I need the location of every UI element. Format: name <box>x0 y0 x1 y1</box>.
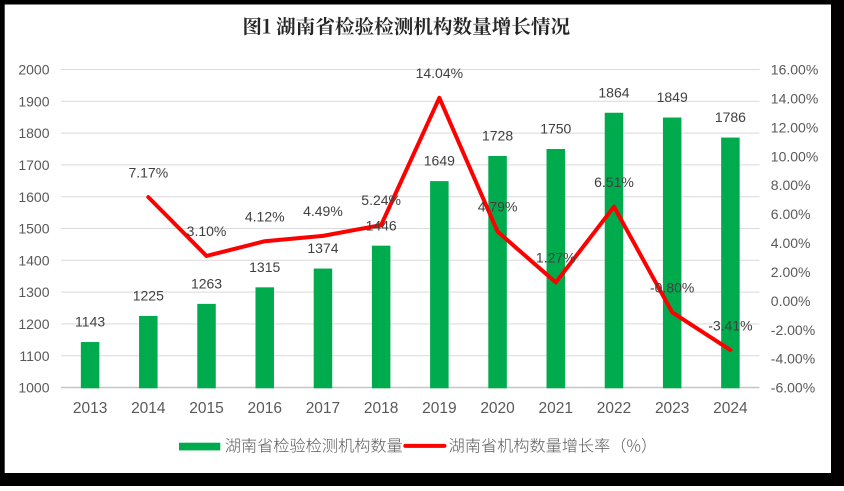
svg-text:1374: 1374 <box>307 240 338 256</box>
svg-text:1900: 1900 <box>18 93 49 109</box>
svg-text:1649: 1649 <box>424 153 455 169</box>
svg-text:2017: 2017 <box>306 400 340 417</box>
svg-text:4.00%: 4.00% <box>771 235 811 251</box>
svg-text:1446: 1446 <box>366 217 397 233</box>
svg-text:2016: 2016 <box>247 400 281 417</box>
svg-text:2023: 2023 <box>655 400 689 417</box>
svg-text:-2.00%: -2.00% <box>771 322 815 338</box>
svg-text:1500: 1500 <box>18 221 49 237</box>
svg-text:2018: 2018 <box>364 400 398 417</box>
svg-text:2024: 2024 <box>713 400 748 417</box>
svg-text:2022: 2022 <box>597 400 631 417</box>
svg-text:-4.00%: -4.00% <box>771 351 815 367</box>
svg-text:1400: 1400 <box>18 252 49 268</box>
svg-text:1786: 1786 <box>715 109 746 125</box>
svg-text:1.27%: 1.27% <box>536 250 576 266</box>
svg-text:6.51%: 6.51% <box>594 174 634 190</box>
svg-text:0.00%: 0.00% <box>771 293 811 309</box>
svg-text:-0.80%: -0.80% <box>650 280 694 296</box>
svg-text:4.12%: 4.12% <box>245 208 285 224</box>
svg-text:2020: 2020 <box>480 400 515 417</box>
svg-text:1750: 1750 <box>540 121 571 137</box>
svg-text:2015: 2015 <box>189 400 223 417</box>
svg-text:14.00%: 14.00% <box>771 91 818 107</box>
svg-text:1700: 1700 <box>18 157 49 173</box>
svg-text:1100: 1100 <box>19 348 49 364</box>
svg-text:4.79%: 4.79% <box>478 199 518 215</box>
svg-text:2014: 2014 <box>131 400 166 417</box>
svg-text:1300: 1300 <box>18 284 49 300</box>
svg-text:-6.00%: -6.00% <box>771 380 815 396</box>
svg-text:8.00%: 8.00% <box>771 177 811 193</box>
svg-text:3.10%: 3.10% <box>187 223 227 239</box>
svg-text:1225: 1225 <box>133 288 164 304</box>
svg-text:1600: 1600 <box>18 189 49 205</box>
svg-text:16.00%: 16.00% <box>771 62 818 78</box>
svg-text:12.00%: 12.00% <box>771 119 818 135</box>
svg-text:1849: 1849 <box>657 89 688 105</box>
svg-text:1728: 1728 <box>482 128 513 144</box>
svg-text:2013: 2013 <box>73 400 107 417</box>
svg-text:2021: 2021 <box>539 400 573 417</box>
svg-text:2019: 2019 <box>422 400 456 417</box>
svg-text:5.24%: 5.24% <box>361 192 401 208</box>
svg-text:1263: 1263 <box>191 275 222 291</box>
svg-text:2.00%: 2.00% <box>771 264 811 280</box>
svg-text:4.49%: 4.49% <box>303 203 343 219</box>
svg-text:1800: 1800 <box>18 125 49 141</box>
svg-text:1200: 1200 <box>18 316 49 332</box>
svg-text:6.00%: 6.00% <box>771 206 811 222</box>
svg-text:-3.41%: -3.41% <box>708 317 752 333</box>
svg-text:1864: 1864 <box>598 84 629 100</box>
svg-text:1143: 1143 <box>75 314 105 330</box>
svg-text:7.17%: 7.17% <box>128 164 168 180</box>
svg-text:1315: 1315 <box>249 259 280 275</box>
svg-text:2000: 2000 <box>18 62 49 78</box>
svg-text:14.04%: 14.04% <box>416 65 463 81</box>
svg-text:1000: 1000 <box>18 380 49 396</box>
svg-text:10.00%: 10.00% <box>771 148 818 164</box>
